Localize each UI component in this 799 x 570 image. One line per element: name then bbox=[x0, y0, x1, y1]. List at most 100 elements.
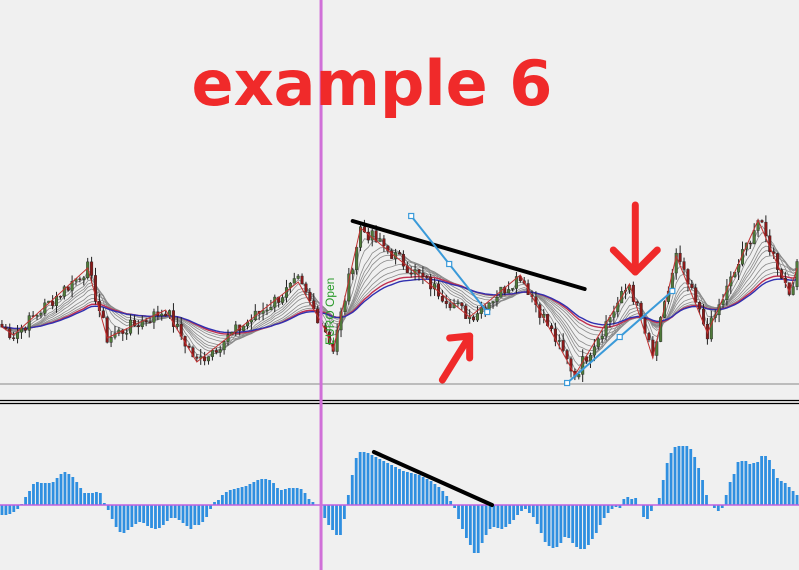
histogram-bar bbox=[779, 481, 783, 505]
histogram-bar bbox=[677, 446, 681, 505]
histogram-bar bbox=[335, 505, 338, 535]
histogram-bar bbox=[716, 505, 720, 511]
candle bbox=[273, 294, 277, 313]
histogram-bar bbox=[642, 505, 645, 517]
candle-body bbox=[160, 313, 164, 317]
histogram-bar bbox=[106, 505, 110, 510]
candle-body bbox=[93, 275, 97, 302]
candle bbox=[503, 285, 507, 296]
candle bbox=[27, 312, 31, 338]
histogram-bar bbox=[51, 482, 55, 505]
candle-body bbox=[518, 276, 522, 281]
candle-body bbox=[421, 272, 425, 277]
histogram-bar bbox=[134, 505, 138, 524]
histogram-bar bbox=[622, 499, 626, 505]
candle bbox=[752, 223, 756, 245]
candle-body bbox=[585, 356, 589, 362]
candle-body bbox=[460, 302, 464, 307]
histogram-bar bbox=[169, 505, 173, 518]
histogram-bar bbox=[142, 505, 146, 523]
candle-body bbox=[752, 230, 756, 244]
histogram-bar bbox=[457, 505, 460, 519]
histogram-bar bbox=[634, 498, 638, 505]
candle-body bbox=[475, 313, 479, 321]
histogram-bar bbox=[283, 489, 287, 505]
candle bbox=[421, 266, 425, 285]
candle-body bbox=[561, 340, 565, 351]
candle bbox=[382, 235, 386, 252]
chart-drawings bbox=[350, 201, 676, 507]
histogram-bar bbox=[55, 478, 59, 505]
candle bbox=[109, 331, 113, 348]
histogram-bar bbox=[768, 460, 771, 505]
histogram-bar bbox=[362, 452, 366, 505]
histogram-bar bbox=[669, 453, 673, 505]
candle bbox=[553, 322, 557, 347]
histogram-bar bbox=[12, 505, 16, 512]
candle bbox=[164, 310, 168, 317]
histogram-bar bbox=[598, 505, 602, 525]
histogram-bar bbox=[764, 456, 767, 505]
histogram-bar bbox=[350, 475, 354, 505]
candle-body bbox=[4, 326, 8, 330]
histogram-bar bbox=[327, 505, 331, 525]
candle-body bbox=[760, 220, 764, 223]
candle-body bbox=[203, 356, 207, 362]
candle-body bbox=[694, 287, 698, 303]
histogram-bar bbox=[272, 483, 275, 505]
candle-body bbox=[511, 288, 515, 290]
histogram-bar bbox=[701, 480, 704, 505]
candle-body bbox=[109, 337, 113, 343]
histogram-bar bbox=[606, 505, 610, 513]
histogram-bar bbox=[95, 492, 98, 505]
histogram-bar bbox=[189, 505, 193, 529]
histogram-bar bbox=[197, 505, 201, 525]
histogram-bar bbox=[205, 505, 209, 517]
histogram-bar bbox=[472, 505, 476, 553]
candle bbox=[70, 275, 74, 298]
candle-body bbox=[23, 327, 27, 331]
candle-body bbox=[709, 317, 713, 340]
candle bbox=[635, 300, 639, 306]
histogram-bar bbox=[650, 505, 653, 511]
histogram-bar bbox=[276, 488, 279, 505]
candle bbox=[495, 290, 499, 307]
candle-body bbox=[249, 319, 253, 323]
candle bbox=[604, 315, 608, 341]
candle bbox=[265, 303, 269, 316]
candle bbox=[663, 300, 667, 319]
candle-body bbox=[214, 350, 218, 353]
histogram-bar bbox=[646, 505, 649, 519]
candle bbox=[90, 256, 94, 283]
histogram-bar bbox=[437, 487, 441, 505]
candle-body bbox=[12, 337, 16, 339]
histogram-bar bbox=[185, 505, 189, 526]
candle-body bbox=[300, 275, 304, 285]
candle bbox=[296, 274, 300, 280]
histogram-bar bbox=[4, 505, 8, 515]
candle bbox=[292, 272, 296, 284]
histogram-bar bbox=[390, 465, 394, 505]
histogram-bar bbox=[201, 505, 205, 522]
candle bbox=[351, 267, 355, 281]
histogram-bar bbox=[685, 446, 689, 505]
candle-body bbox=[592, 346, 596, 356]
histogram-bar bbox=[555, 505, 559, 547]
candle-body bbox=[222, 341, 226, 351]
histogram-bar bbox=[724, 495, 728, 505]
histogram-bar bbox=[500, 505, 504, 529]
histogram-bar bbox=[79, 488, 83, 505]
zigzag-indicator bbox=[1, 218, 798, 377]
histogram-bar bbox=[531, 505, 535, 517]
candle-body bbox=[78, 278, 82, 280]
candle bbox=[440, 289, 444, 303]
candle-body bbox=[132, 319, 136, 326]
histogram-bar bbox=[126, 505, 130, 530]
candle bbox=[612, 305, 616, 325]
candle bbox=[62, 284, 66, 300]
candle-body bbox=[281, 297, 285, 303]
candle bbox=[249, 314, 253, 330]
up-arrow-head bbox=[446, 332, 474, 362]
histogram-bar bbox=[287, 488, 291, 505]
histogram-bar bbox=[775, 478, 779, 505]
